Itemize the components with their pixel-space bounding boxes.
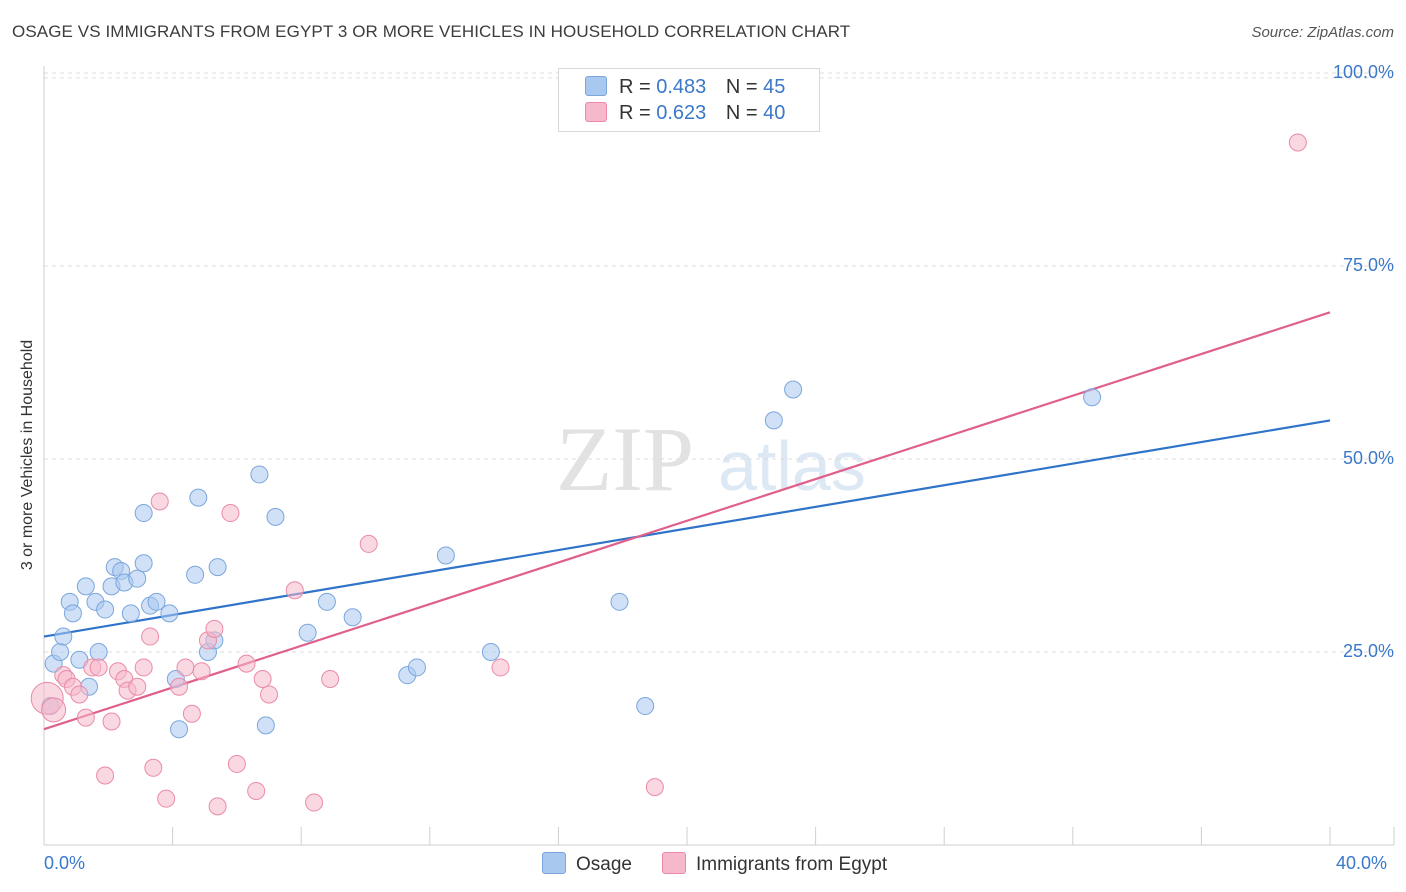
- point-osage: [256, 716, 275, 735]
- point-osage: [76, 577, 95, 596]
- point-osage: [610, 592, 629, 611]
- point-osage: [266, 507, 285, 526]
- point-osage: [317, 592, 336, 611]
- legend-r-label: R =: [619, 102, 651, 124]
- point-osage: [436, 546, 455, 565]
- point-osage: [1083, 388, 1102, 407]
- point-osage: [343, 608, 362, 627]
- y-tick-label-100: 100.0%: [1332, 62, 1394, 82]
- point-osage: [134, 504, 153, 523]
- point-osage: [189, 488, 208, 507]
- legend-n-value: 40: [763, 102, 786, 124]
- legend-row-osage: R = 0.483 N = 45: [585, 76, 785, 100]
- point-egypt: [134, 658, 153, 677]
- correlation-legend: R = 0.483 N = 45 R = 0.623 N = 40: [558, 68, 820, 132]
- point-osage: [298, 623, 317, 642]
- point-egypt: [247, 781, 266, 800]
- point-osage: [121, 604, 140, 623]
- point-egypt: [227, 754, 246, 773]
- point-egypt: [157, 789, 176, 808]
- chart-title: OSAGE VS IMMIGRANTS FROM EGYPT 3 OR MORE…: [12, 22, 851, 41]
- bottom-legend-swatch-osage: [542, 852, 566, 874]
- data-points: [30, 133, 1307, 816]
- point-egypt: [89, 658, 108, 677]
- point-egypt: [208, 797, 227, 816]
- source-label: Source: ZipAtlas.com: [1251, 24, 1394, 41]
- legend-swatch-egypt: [585, 102, 607, 122]
- zipatlas-watermark: ZIP atlas: [556, 408, 866, 510]
- point-osage: [147, 592, 166, 611]
- legend-n-label: N =: [725, 102, 758, 124]
- point-egypt: [253, 670, 272, 689]
- point-osage: [134, 554, 153, 573]
- trend-line-osage: [43, 419, 1331, 638]
- point-egypt: [144, 758, 163, 777]
- legend-row-egypt: R = 0.623 N = 40: [585, 102, 785, 126]
- legend-swatch-osage: [585, 76, 607, 96]
- legend-r-value: 0.483: [656, 76, 707, 98]
- svg-text:atlas: atlas: [718, 427, 866, 505]
- point-egypt: [321, 670, 340, 689]
- point-egypt: [645, 778, 664, 797]
- bottom-legend-swatch-egypt: [662, 852, 686, 874]
- gridlines: [44, 72, 1394, 653]
- x-tick-label-min: 0.0%: [44, 853, 86, 873]
- y-tick-label-25: 25.0%: [1342, 641, 1394, 661]
- bottom-legend-label-osage: Osage: [576, 854, 632, 875]
- point-osage: [89, 643, 108, 661]
- point-egypt: [76, 708, 95, 727]
- point-egypt: [285, 581, 304, 600]
- point-osage: [160, 604, 179, 623]
- trend-line-egypt: [43, 311, 1331, 731]
- point-egypt: [70, 685, 89, 704]
- legend-n-label: N =: [725, 76, 758, 98]
- y-tick-label-75: 75.0%: [1342, 255, 1394, 275]
- point-osage: [128, 569, 147, 588]
- point-egypt: [182, 704, 201, 723]
- point-osage: [481, 643, 500, 661]
- point-egypt: [192, 662, 211, 681]
- point-egypt: [260, 685, 279, 704]
- y-tick-label-50: 50.0%: [1342, 448, 1394, 468]
- point-egypt: [305, 793, 324, 812]
- trend-lines: [43, 311, 1331, 731]
- point-egypt: [491, 658, 510, 677]
- legend-n-value: 45: [763, 76, 786, 98]
- point-egypt: [221, 504, 240, 523]
- point-osage: [250, 465, 269, 484]
- point-egypt: [128, 677, 147, 696]
- point-osage: [51, 643, 70, 661]
- point-egypt: [176, 658, 195, 677]
- legend-r-value: 0.623: [656, 102, 707, 124]
- point-osage: [208, 558, 227, 577]
- svg-text:ZIP: ZIP: [556, 408, 694, 510]
- point-egypt: [150, 492, 169, 511]
- point-egypt: [141, 627, 160, 646]
- point-egypt: [1288, 133, 1307, 152]
- point-egypt: [96, 766, 115, 785]
- point-osage: [63, 604, 82, 623]
- point-osage: [407, 658, 426, 677]
- point-osage: [170, 720, 189, 739]
- point-osage: [784, 380, 803, 399]
- point-osage: [186, 565, 205, 584]
- point-osage: [764, 411, 783, 430]
- point-osage: [636, 697, 655, 716]
- point-egypt: [170, 677, 189, 696]
- point-osage: [54, 627, 73, 646]
- point-osage: [96, 600, 115, 619]
- bottom-legend-label-egypt: Immigrants from Egypt: [696, 854, 888, 875]
- legend-r-label: R =: [619, 76, 651, 98]
- point-egypt: [41, 697, 67, 723]
- bottom-legend-egypt: Immigrants from Egypt: [662, 852, 887, 876]
- point-egypt: [237, 654, 256, 673]
- x-tick-label-max: 40.0%: [1336, 853, 1388, 873]
- bottom-legend-osage: Osage: [542, 852, 632, 876]
- point-egypt: [102, 712, 121, 731]
- point-egypt: [205, 619, 224, 638]
- point-egypt: [359, 534, 378, 553]
